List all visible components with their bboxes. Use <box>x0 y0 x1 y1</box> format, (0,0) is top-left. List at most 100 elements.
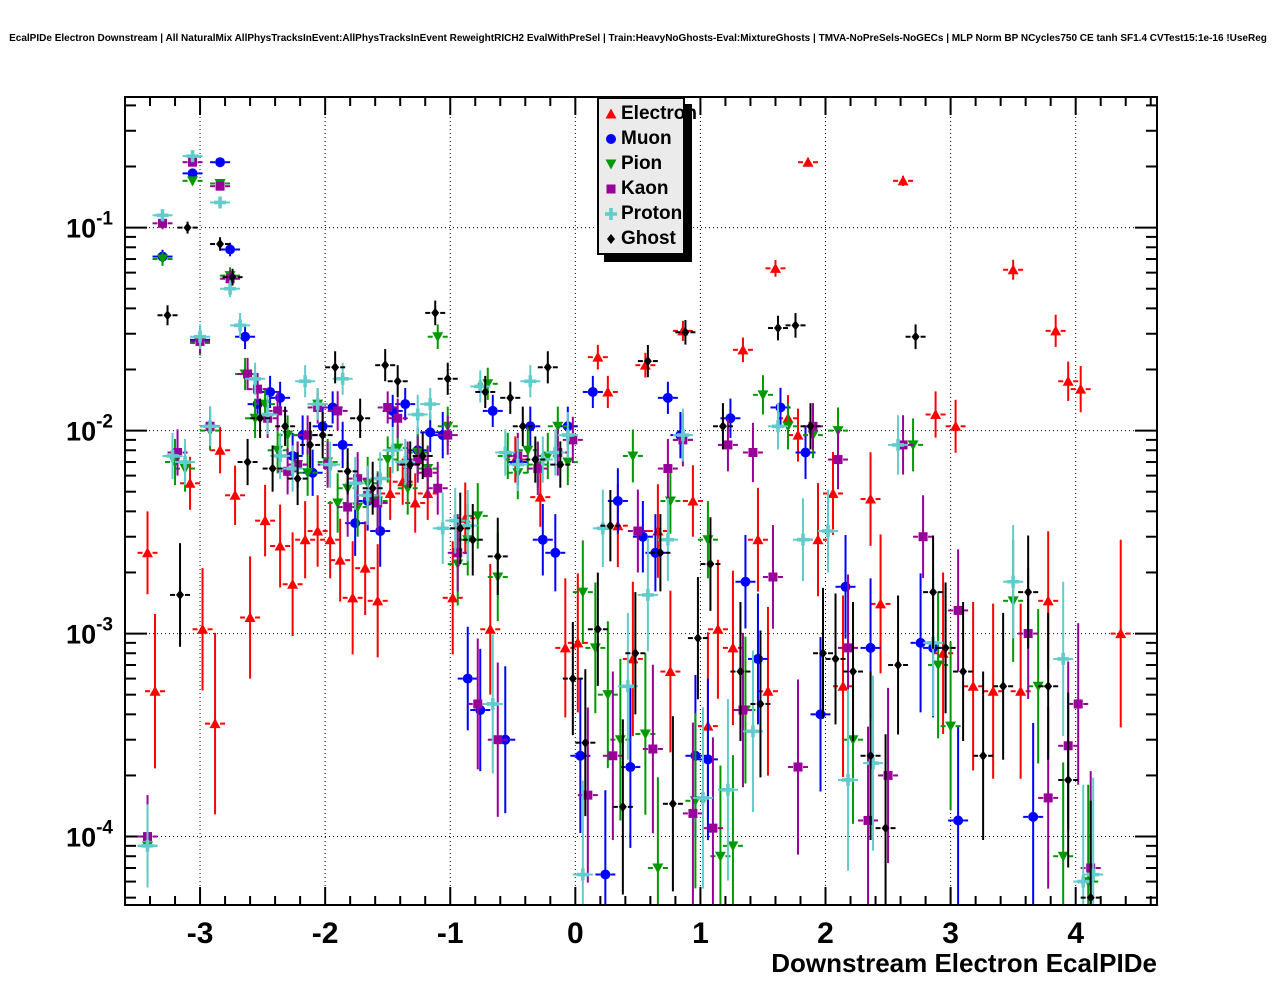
data-point-electron <box>384 487 396 498</box>
data-point-ghost <box>831 653 840 664</box>
data-point-ghost <box>631 648 640 659</box>
data-point-electron <box>897 175 909 186</box>
data-point-ghost <box>618 801 627 812</box>
legend-label: Kaon <box>621 178 669 199</box>
data-point-muon <box>487 405 498 416</box>
data-point-kaon <box>383 402 393 412</box>
data-point-muon <box>225 244 236 255</box>
data-point-proton <box>461 519 474 532</box>
data-point-pion <box>932 660 944 671</box>
data-point-proton <box>194 330 207 343</box>
x-tick-labels: -3 -2 -1 0 1 2 3 4 <box>187 917 1085 950</box>
data-point-muon <box>400 399 411 410</box>
data-point-proton <box>324 458 337 471</box>
series-kaon <box>137 157 1101 905</box>
data-point-kaon <box>343 502 353 512</box>
data-point-ghost <box>468 534 477 545</box>
data-point-electron <box>967 680 979 691</box>
data-point-proton <box>424 398 437 411</box>
y-tick-label: 10-4 <box>66 818 113 853</box>
data-point-kaon <box>843 643 853 653</box>
data-point-kaon <box>723 440 733 450</box>
data-point-electron <box>664 666 676 677</box>
data-point-ghost <box>481 386 490 397</box>
data-point-electron <box>837 680 849 691</box>
data-point-proton <box>746 725 759 738</box>
data-point-electron <box>299 534 311 545</box>
data-point-proton <box>286 462 299 475</box>
data-point-ghost <box>183 222 192 233</box>
data-point-ghost <box>393 376 402 387</box>
data-point-proton <box>1077 875 1090 888</box>
data-point-proton <box>549 446 562 459</box>
data-point-electron <box>930 409 942 420</box>
data-point-kaon <box>748 447 758 457</box>
data-point-pion <box>562 457 574 468</box>
data-point-kaon <box>1073 699 1083 709</box>
data-point-proton <box>661 533 674 546</box>
data-point-proton <box>179 456 192 469</box>
y-tick-label: 10-2 <box>66 412 113 447</box>
data-point-proton <box>499 446 512 459</box>
data-point-ghost <box>163 310 172 321</box>
data-point-ghost <box>176 589 185 600</box>
legend-label: Ghost <box>621 228 676 249</box>
data-point-muon <box>915 637 926 648</box>
data-point-proton <box>214 196 227 209</box>
data-point-kaon <box>433 483 443 493</box>
data-point-electron <box>372 595 384 606</box>
data-point-pion <box>1057 851 1069 862</box>
data-point-proton <box>449 514 462 527</box>
y-tick-label: 10-1 <box>66 209 113 244</box>
data-point-ghost <box>819 648 828 659</box>
data-point-electron <box>229 489 241 500</box>
data-point-ghost <box>911 331 920 342</box>
data-point-electron <box>184 477 196 488</box>
data-point-proton <box>641 588 654 601</box>
data-point-electron <box>712 623 724 634</box>
kaon-marker-icon <box>606 184 616 193</box>
ghost-marker-icon <box>607 233 615 244</box>
data-point-electron <box>1115 628 1127 639</box>
data-point-electron <box>214 444 226 455</box>
data-point-electron <box>802 156 814 167</box>
data-point-ghost <box>293 473 302 484</box>
legend-entry-proton: Proton <box>603 201 683 226</box>
data-point-electron <box>142 547 154 558</box>
data-point-electron <box>762 685 774 696</box>
legend-entry-muon: Muon <box>603 126 683 151</box>
data-point-kaon <box>648 744 658 754</box>
data-point-muon <box>740 576 751 587</box>
data-point-ghost <box>849 666 858 677</box>
x-tick-label: 0 <box>567 917 584 950</box>
data-point-ghost <box>456 523 465 534</box>
legend: Electron Muon Pion Kaon Proton Ghost <box>597 97 697 255</box>
pion-marker-icon <box>605 159 617 169</box>
proton-marker-icon <box>605 207 617 220</box>
data-point-electron <box>1007 264 1019 275</box>
legend-entry-pion: Pion <box>603 151 683 176</box>
legend-entry-ghost: Ghost <box>603 226 683 251</box>
data-point-electron <box>950 420 962 431</box>
data-point-muon <box>462 673 473 684</box>
data-point-ghost <box>1064 774 1073 785</box>
data-point-electron <box>827 487 839 498</box>
data-point-ghost <box>356 413 365 424</box>
y-tick-labels: 10-1 10-2 10-3 10-4 <box>66 209 113 853</box>
data-point-ghost <box>381 360 390 371</box>
data-point-kaon <box>768 572 778 582</box>
muon-marker-icon <box>606 133 616 144</box>
data-point-kaon <box>188 157 198 167</box>
data-point-muon <box>537 534 548 545</box>
data-point-proton <box>474 380 487 393</box>
data-point-ghost <box>668 798 677 809</box>
data-point-ghost <box>736 666 745 677</box>
data-point-proton <box>524 375 537 388</box>
data-point-pion <box>472 511 484 522</box>
data-point-proton <box>156 209 169 222</box>
data-point-pion <box>302 468 314 479</box>
legend-label: Electron <box>621 103 698 124</box>
data-point-electron <box>865 493 877 504</box>
